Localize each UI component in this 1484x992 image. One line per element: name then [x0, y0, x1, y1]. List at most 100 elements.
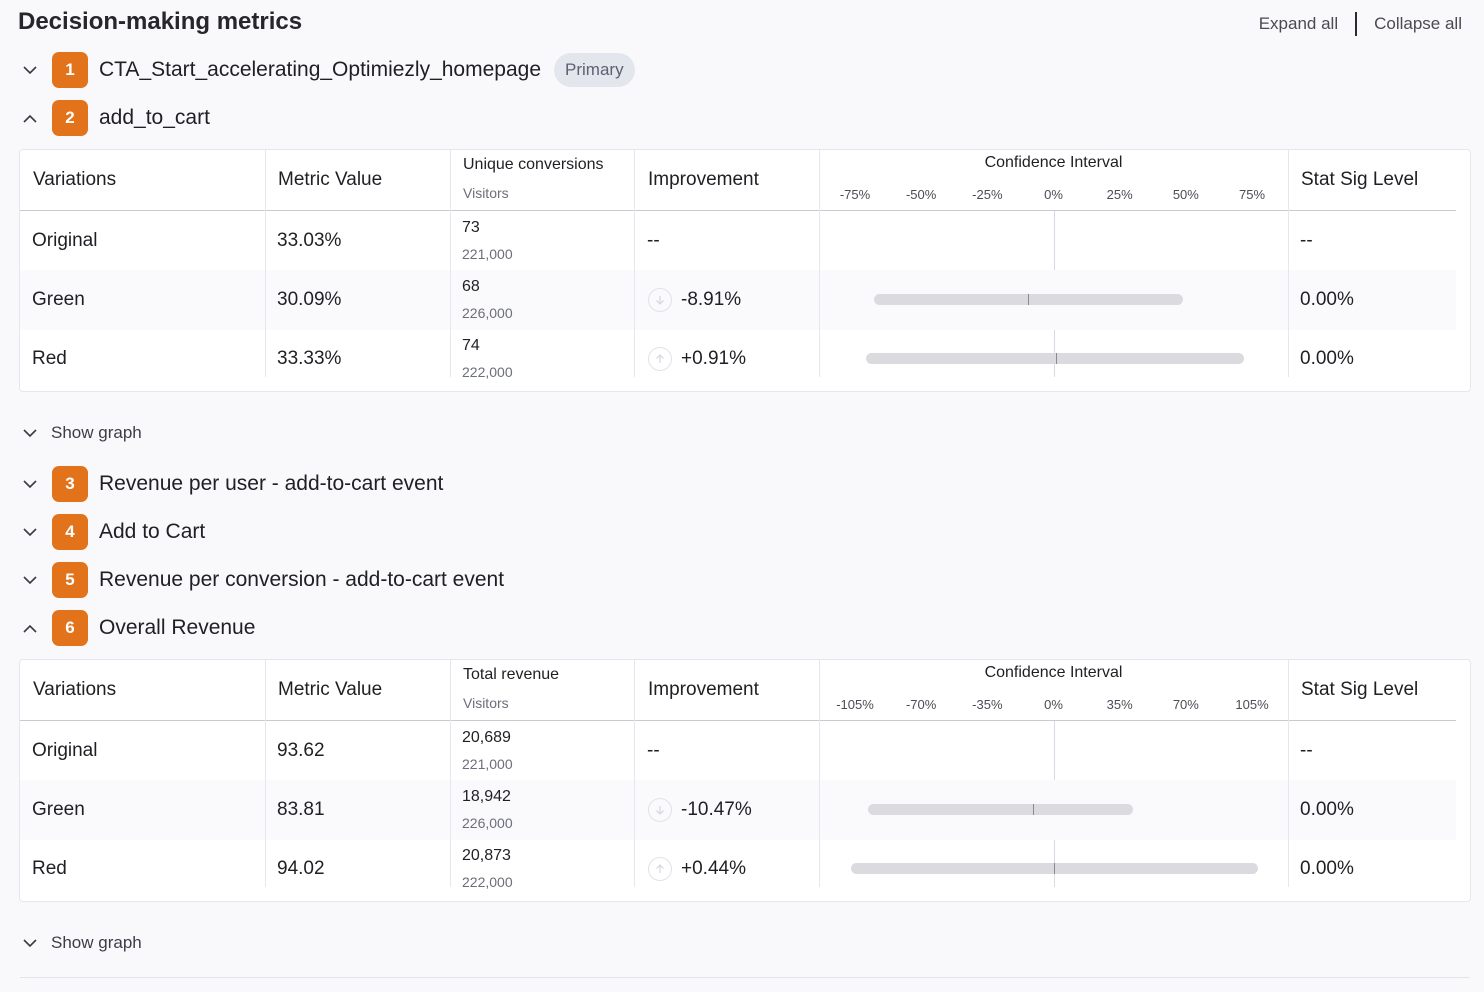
metric-value: 93.62: [277, 740, 325, 761]
improvement-value: -10.47%: [681, 799, 752, 820]
conversions-value: 18,942: [462, 788, 511, 805]
improvement-value: --: [647, 740, 660, 761]
variation-name: Green: [32, 289, 85, 310]
header-variations: Variations: [33, 169, 117, 190]
metric-value: 83.81: [277, 799, 325, 820]
visitors-value: 226,000: [462, 815, 513, 831]
metric-number-badge: 2: [52, 100, 88, 136]
chevron-down-icon[interactable]: [20, 474, 40, 494]
chevron-up-icon[interactable]: [20, 618, 40, 638]
header-improvement: Improvement: [648, 679, 759, 700]
conversions-value: 73: [462, 219, 480, 236]
ci-axis-tick: -35%: [972, 697, 1003, 712]
expand-all-link[interactable]: Expand all: [1258, 14, 1339, 33]
arrow-up-icon: [648, 857, 672, 881]
metric-name[interactable]: Add to Cart: [99, 520, 206, 543]
metric-results-table: Variations Metric Value Unique conversions…: [19, 149, 1471, 392]
ci-axis-tick: 0%: [1044, 697, 1063, 712]
arrow-down-icon: [648, 798, 672, 822]
chevron-down-icon[interactable]: [20, 933, 40, 953]
improvement-cell: -10.47%: [648, 780, 752, 840]
column-divider: [450, 150, 451, 377]
show-graph-label: Show graph: [51, 933, 142, 952]
conversions-value: 74: [462, 337, 480, 354]
stat-sig-value: --: [1300, 740, 1313, 761]
metric-value: 30.09%: [277, 289, 342, 310]
visitors-value: 221,000: [462, 246, 513, 262]
chevron-down-icon[interactable]: [20, 60, 40, 80]
table-row: Red 33.33% 74 222,000 +0.91% 0.00%: [20, 329, 1456, 389]
metric-value: 33.03%: [277, 230, 342, 251]
stat-sig-value: 0.00%: [1300, 858, 1354, 879]
metric-number-badge: 5: [52, 562, 88, 598]
metric-name[interactable]: CTA_Start_accelerating_Optimiezly_homepa…: [99, 58, 542, 81]
chevron-up-icon[interactable]: [20, 108, 40, 128]
conversions-value: 20,689: [462, 729, 511, 746]
chevron-down-icon[interactable]: [20, 570, 40, 590]
variation-name: Red: [32, 858, 67, 879]
metric-header-6[interactable]: 6 Overall Revenue: [20, 610, 255, 646]
chevron-down-icon[interactable]: [20, 522, 40, 542]
collapse-all-link[interactable]: Collapse all: [1374, 14, 1462, 33]
metric-header-5[interactable]: 5 Revenue per conversion - add-to-cart ev…: [20, 562, 504, 598]
variation-name: Original: [32, 230, 98, 251]
expand-collapse-controls: Expand all Collapse all: [1259, 12, 1462, 36]
column-divider: [1288, 150, 1289, 377]
arrow-down-icon: [648, 288, 672, 312]
page-title: Decision-making metrics: [18, 8, 303, 35]
header-variations: Variations: [33, 679, 117, 700]
table-row: Red 94.02 20,873 222,000 +0.44% 0.00%: [20, 839, 1456, 899]
improvement-value: +0.44%: [681, 858, 746, 879]
improvement-cell: +0.91%: [648, 329, 746, 389]
metric-name[interactable]: Revenue per conversion - add-to-cart eve…: [99, 568, 505, 591]
metric-name[interactable]: add_to_cart: [99, 106, 210, 129]
improvement-cell: --: [647, 211, 660, 271]
metric-name[interactable]: Revenue per user - add-to-cart event: [99, 472, 444, 495]
conversions-value: 68: [462, 278, 480, 295]
metric-header-3[interactable]: 3 Revenue per user - add-to-cart event: [20, 466, 443, 502]
header-conversions-label: Unique conversions: [463, 156, 604, 173]
metric-number-badge: 3: [52, 466, 88, 502]
ci-axis-tick: -50%: [905, 187, 937, 202]
stat-sig-value: --: [1300, 230, 1313, 251]
visitors-value: 226,000: [462, 305, 513, 321]
visitors-value: 221,000: [462, 756, 513, 772]
visitors-value: 222,000: [462, 364, 513, 380]
divider: [20, 977, 1470, 978]
table-row: Original 33.03% 73 221,000 -- --: [20, 211, 1456, 271]
metric-header-2[interactable]: 2 add_to_cart: [20, 100, 210, 136]
stat-sig-value: 0.00%: [1300, 799, 1354, 820]
column-divider: [819, 150, 820, 377]
metric-header-1[interactable]: 1 CTA_Start_accelerating_Optimiezly_homep…: [20, 52, 635, 88]
show-graph-toggle[interactable]: Show graph: [20, 423, 142, 443]
conversions-cell: 73 221,000: [462, 211, 513, 271]
improvement-value: +0.91%: [681, 348, 746, 369]
header-metric-value: Metric Value: [278, 679, 383, 700]
stat-sig-value: 0.00%: [1300, 289, 1354, 310]
header-stat-sig: Stat Sig Level: [1301, 679, 1419, 700]
ci-axis-tick: 75%: [1238, 187, 1266, 202]
column-divider: [450, 660, 451, 887]
conversions-cell: 74 222,000: [462, 329, 513, 389]
column-divider: [819, 660, 820, 887]
show-graph-toggle[interactable]: Show graph: [20, 933, 142, 953]
ci-point-marker: [1032, 804, 1034, 815]
header-confidence-interval: Confidence Interval: [984, 664, 1123, 681]
conversions-cell: 68 226,000: [462, 270, 513, 330]
confidence-interval-bar: [865, 353, 1245, 364]
chevron-down-icon[interactable]: [20, 423, 40, 443]
metric-name[interactable]: Overall Revenue: [99, 616, 256, 639]
improvement-value: -8.91%: [681, 289, 742, 310]
ci-axis-tick: 50%: [1172, 187, 1199, 202]
show-graph-label: Show graph: [51, 423, 142, 442]
conversions-cell: 20,873 222,000: [462, 839, 513, 899]
header-improvement: Improvement: [648, 169, 759, 190]
improvement-cell: -8.91%: [648, 270, 741, 330]
metric-number-badge: 4: [52, 514, 88, 550]
confidence-interval-bar: [873, 294, 1184, 305]
variation-name: Red: [32, 348, 67, 369]
ci-axis-tick: 0%: [1044, 187, 1063, 202]
ci-point-marker: [1054, 863, 1056, 874]
metric-header-4[interactable]: 4 Add to Cart: [20, 514, 205, 550]
primary-badge: Primary: [554, 53, 635, 87]
